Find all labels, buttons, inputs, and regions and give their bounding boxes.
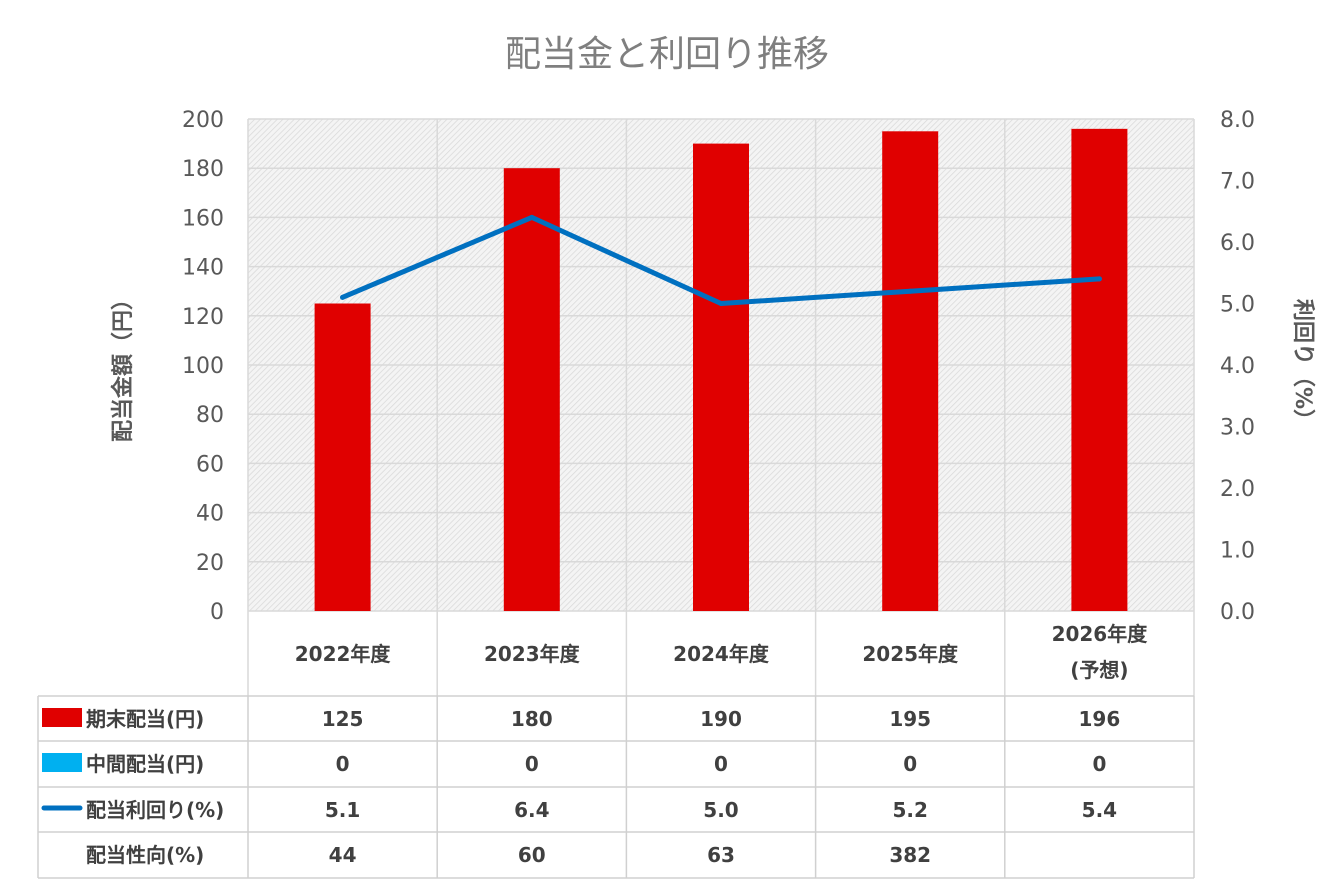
table-cell: 195	[889, 707, 931, 731]
table-cell: 5.2	[892, 798, 927, 822]
table-cell: 0	[336, 752, 350, 776]
bar-kimatsu	[314, 303, 371, 611]
y2-tick-label: 1.0	[1220, 539, 1255, 564]
table-cell: 190	[700, 707, 742, 731]
category-label: 2026年度	[1052, 622, 1149, 646]
table-cell: 0	[1092, 752, 1106, 776]
y-tick-label: 140	[182, 256, 224, 281]
chart-title: 配当金と利回り推移	[505, 34, 829, 75]
table-cell: 5.4	[1082, 798, 1117, 822]
table-cell: 180	[511, 707, 553, 731]
y2-tick-label: 6.0	[1220, 231, 1255, 256]
y2-tick-label: 4.0	[1220, 354, 1255, 379]
y-axis-title: 配当金額（円）	[110, 288, 136, 442]
category-label: 2024年度	[673, 642, 770, 666]
y-tick-label: 0	[210, 600, 224, 625]
table-cell: 0	[903, 752, 917, 776]
y-tick-label: 20	[196, 551, 224, 576]
y2-tick-label: 7.0	[1220, 170, 1255, 195]
y2-tick-label: 2.0	[1220, 477, 1255, 502]
table-cell: 63	[707, 843, 735, 867]
table-cell: 5.1	[325, 798, 360, 822]
bar-kimatsu	[503, 168, 560, 611]
category-label: (予想)	[1070, 658, 1128, 682]
table-row-label: 期末配当(円)	[86, 707, 204, 731]
y-tick-label: 80	[196, 403, 224, 428]
y2-tick-label: 8.0	[1220, 108, 1255, 133]
legend-key-bar	[42, 753, 82, 772]
y2-tick-label: 5.0	[1220, 293, 1255, 318]
y-tick-label: 40	[196, 502, 224, 527]
table-row-label: 配当性向(%)	[86, 843, 204, 867]
bar-kimatsu	[693, 143, 749, 611]
table-cell: 6.4	[514, 798, 549, 822]
point-yield	[718, 301, 724, 306]
bar-kimatsu	[1071, 128, 1128, 611]
table-cell: 60	[518, 843, 546, 867]
bar-kimatsu	[882, 131, 939, 612]
category-label: 2022年度	[295, 642, 392, 666]
y-tick-label: 100	[182, 354, 224, 379]
table-row-label: 配当利回り(%)	[86, 798, 224, 822]
y-tick-label: 160	[182, 206, 224, 231]
legend-key-bar	[42, 708, 82, 727]
y2-tick-label: 0.0	[1220, 600, 1255, 625]
y-tick-label: 180	[182, 157, 224, 182]
y-tick-label: 200	[182, 108, 224, 133]
table-cell: 0	[525, 752, 539, 776]
table-cell: 196	[1079, 707, 1121, 731]
table-cell: 0	[714, 752, 728, 776]
table-cell: 125	[322, 707, 364, 731]
y2-axis-title: 利回り（%）	[1290, 299, 1315, 431]
table-row-label: 中間配当(円)	[86, 752, 204, 776]
y-tick-label: 120	[182, 305, 224, 330]
point-yield	[529, 214, 535, 220]
table-cell: 5.0	[703, 798, 738, 822]
point-yield	[907, 288, 913, 294]
table-cell: 382	[889, 843, 931, 867]
y2-tick-label: 3.0	[1220, 416, 1255, 441]
point-yield	[1096, 276, 1102, 282]
category-label: 2023年度	[484, 642, 581, 666]
category-label: 2025年度	[862, 642, 959, 666]
point-yield	[340, 294, 346, 300]
table-cell: 44	[329, 843, 357, 867]
y-tick-label: 60	[196, 452, 224, 477]
